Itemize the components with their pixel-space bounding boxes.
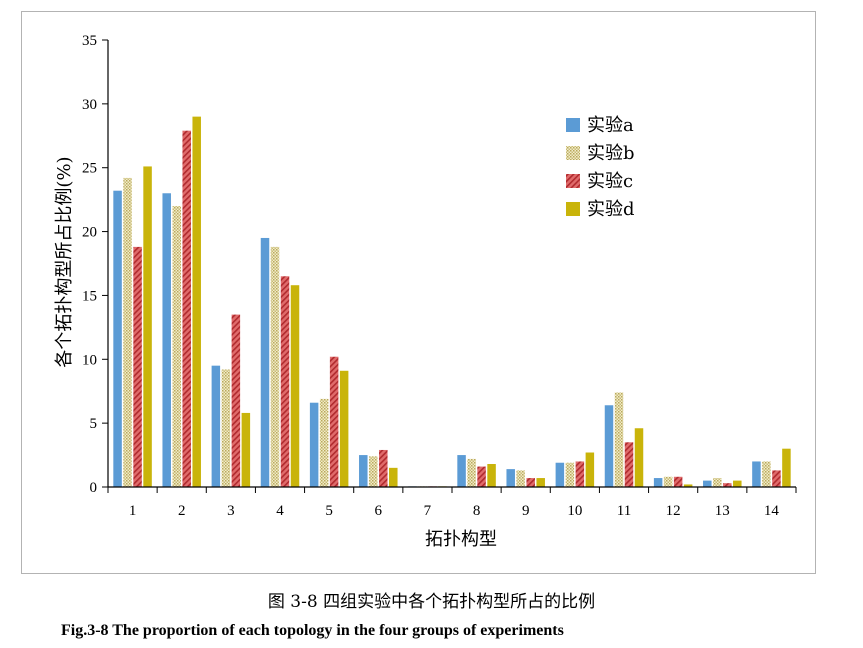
bar-实验b-10 — [565, 462, 575, 487]
bar-实验c-8 — [477, 466, 486, 487]
bar-实验d-3 — [241, 412, 251, 487]
bar-实验c-10 — [575, 461, 585, 487]
y-tick-label: 35 — [82, 33, 97, 49]
bar-实验d-13 — [733, 480, 742, 487]
bar-实验c-6 — [379, 449, 388, 487]
bar-实验a-13 — [703, 480, 712, 487]
x-tick-label: 4 — [276, 503, 284, 519]
bar-实验d-1 — [143, 166, 152, 487]
bar-实验b-4 — [270, 246, 280, 487]
bar-实验d-11 — [634, 428, 644, 487]
x-tick-label: 14 — [764, 503, 780, 519]
x-tick-label: 3 — [227, 503, 235, 519]
bar-实验b-14 — [762, 461, 771, 487]
bar-实验a-9 — [506, 469, 515, 487]
legend-label-实验b: 实验b — [587, 143, 635, 164]
y-tick-label: 0 — [90, 480, 98, 496]
y-axis-label: 各个拓扑构型所占比例(%) — [54, 156, 75, 367]
bar-实验c-1 — [133, 246, 142, 487]
legend-swatch-实验b — [566, 146, 580, 160]
x-tick-label: 11 — [617, 503, 631, 519]
bar-实验a-14 — [752, 461, 761, 487]
bar-实验b-1 — [123, 177, 132, 487]
bar-实验d-4 — [290, 285, 300, 487]
bar-实验b-12 — [663, 476, 673, 487]
legend-label-实验a: 实验a — [587, 115, 634, 136]
y-tick-label: 30 — [82, 97, 97, 113]
bar-实验a-1 — [113, 190, 122, 487]
x-tick-label: 1 — [129, 503, 137, 519]
y-tick-label: 25 — [82, 161, 97, 177]
figure-caption-english: Fig.3-8 The proportion of each topology … — [61, 622, 564, 639]
chart-frame — [21, 11, 816, 574]
x-tick-label: 8 — [473, 503, 481, 519]
bar-实验a-4 — [260, 237, 270, 487]
bar-实验a-5 — [309, 402, 319, 487]
bar-实验d-2 — [192, 116, 201, 487]
bar-实验c-9 — [526, 478, 535, 487]
legend-label-实验d: 实验d — [587, 199, 635, 220]
bar-实验b-9 — [516, 470, 525, 487]
bar-实验b-11 — [614, 392, 624, 487]
legend-swatch-实验c — [566, 174, 580, 188]
y-tick-label: 20 — [82, 225, 97, 241]
bar-实验c-11 — [624, 442, 634, 487]
x-tick-label: 5 — [325, 503, 333, 519]
x-tick-label: 9 — [522, 503, 530, 519]
bar-实验c-12 — [673, 476, 683, 487]
bar-实验d-8 — [487, 464, 496, 487]
x-tick-label: 7 — [424, 503, 432, 519]
bar-实验b-5 — [319, 398, 329, 487]
x-axis-label: 拓扑构型 — [425, 529, 497, 550]
bar-实验a-10 — [555, 462, 565, 487]
bar-实验b-3 — [221, 369, 231, 487]
bar-实验d-14 — [782, 448, 791, 487]
bar-实验c-13 — [723, 483, 732, 487]
bar-实验a-11 — [604, 405, 614, 487]
x-tick-label: 6 — [375, 503, 383, 519]
bar-实验a-3 — [211, 365, 221, 487]
bar-实验d-10 — [585, 452, 595, 487]
bar-实验b-6 — [369, 456, 378, 487]
bar-实验c-14 — [772, 470, 781, 487]
x-tick-label: 10 — [567, 503, 582, 519]
legend-swatch-实验d — [566, 202, 580, 216]
bar-实验c-4 — [280, 276, 290, 487]
x-tick-label: 13 — [715, 503, 730, 519]
bar-实验b-2 — [172, 206, 181, 487]
bar-实验d-9 — [536, 478, 545, 487]
x-tick-label: 2 — [178, 503, 186, 519]
y-tick-label: 10 — [82, 352, 97, 368]
x-tick-label: 12 — [666, 503, 681, 519]
bar-实验d-6 — [389, 467, 398, 487]
legend-swatch-实验a — [566, 118, 580, 132]
y-tick-label: 5 — [90, 416, 98, 432]
bar-实验c-3 — [231, 314, 241, 487]
bar-实验c-5 — [329, 356, 339, 487]
bar-实验a-8 — [457, 455, 466, 487]
figure-caption-chinese: 图 3-8 四组实验中各个拓扑构型所占的比例 — [267, 592, 596, 612]
bar-实验d-5 — [339, 370, 349, 487]
bar-实验a-12 — [653, 478, 663, 487]
y-tick-label: 15 — [82, 288, 97, 304]
legend-label-实验c: 实验c — [587, 171, 633, 192]
bar-实验b-13 — [713, 478, 722, 487]
bar-实验b-8 — [467, 458, 476, 487]
bar-实验c-2 — [182, 130, 191, 487]
bar-实验a-6 — [359, 455, 368, 487]
bar-实验a-2 — [162, 193, 171, 487]
bar-实验d-12 — [683, 484, 693, 487]
